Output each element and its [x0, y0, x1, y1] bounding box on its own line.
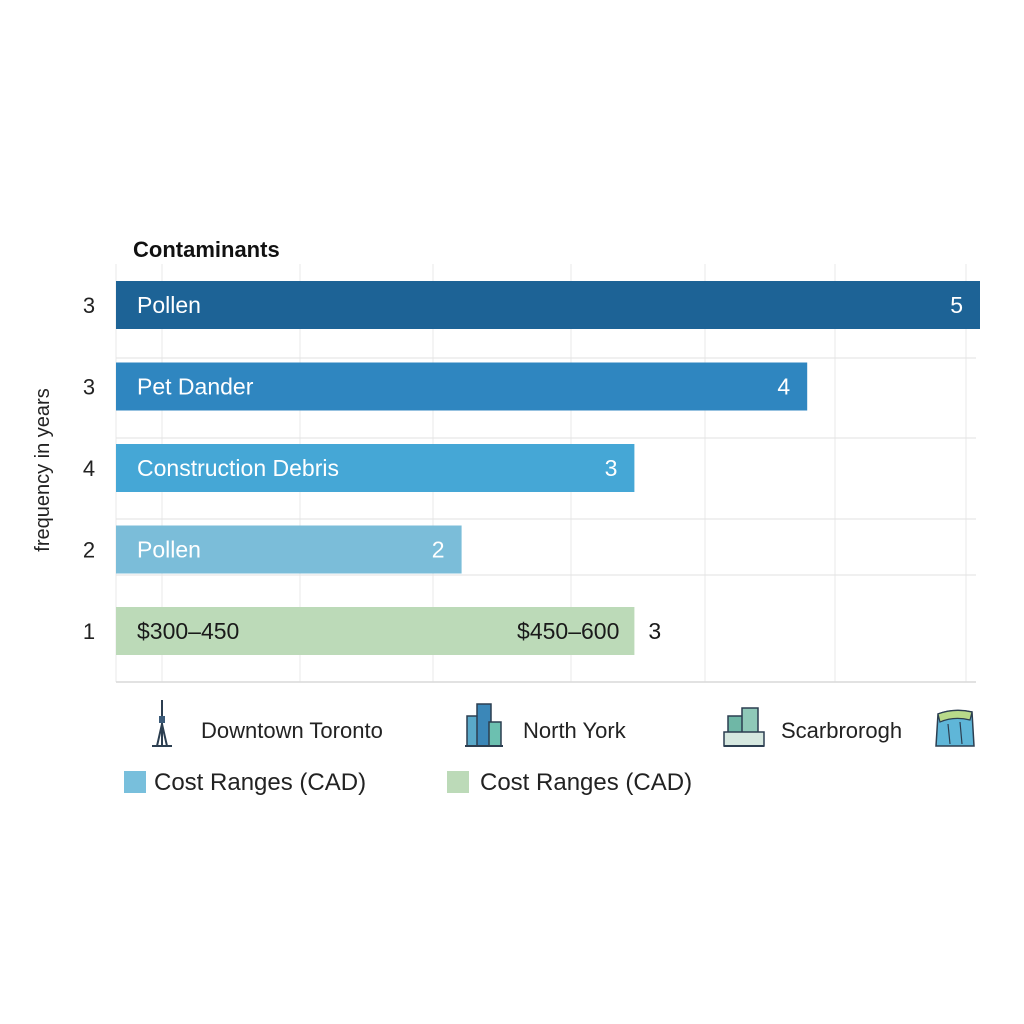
bars: Pollen 5 3 Pet Dander 4 3 Construction Debris 3… — [83, 281, 980, 655]
bar — [116, 607, 635, 655]
chart-title: Contaminants — [133, 237, 280, 262]
legend-label-blue: Cost Ranges (CAD) — [154, 769, 366, 796]
location-scarborough: Scarbrorogh — [781, 718, 902, 743]
bar — [116, 362, 808, 411]
bluffs-icon — [935, 709, 975, 747]
bar-name-label: Pet Dander — [137, 374, 254, 400]
bar-value-label: 5 — [950, 292, 963, 318]
bar-name-label: Pollen — [137, 537, 201, 563]
y-tick-label: 4 — [83, 456, 95, 481]
legend-swatch-blue — [124, 771, 146, 793]
city-buildings-icon — [465, 703, 503, 747]
bar-value-label: 3 — [648, 618, 661, 644]
bar-name-label: $300–450 — [137, 618, 239, 644]
y-tick-label: 2 — [83, 538, 95, 563]
y-tick-label: 3 — [83, 375, 95, 400]
bar — [116, 525, 462, 574]
y-axis-label: frequency in years — [32, 388, 54, 551]
bar-name-label: Construction Debris — [137, 455, 339, 481]
y-tick-label: 1 — [83, 619, 95, 644]
bar-secondary-label: $450–600 — [517, 618, 619, 644]
bar-name-label: Pollen — [137, 292, 201, 318]
office-building-icon — [723, 707, 765, 747]
bar — [116, 281, 980, 329]
y-tick-label: 3 — [83, 293, 95, 318]
bar-value-label: 4 — [777, 374, 790, 400]
cn-tower-icon — [152, 700, 172, 747]
legend-label-green: Cost Ranges (CAD) — [480, 769, 692, 796]
bar-value-label: 2 — [432, 537, 445, 563]
location-downtown-toronto: Downtown Toronto — [201, 718, 383, 743]
location-north-york: North York — [523, 718, 627, 743]
bar-value-label: 3 — [605, 455, 618, 481]
legend-swatch-green — [447, 771, 469, 793]
bar — [116, 444, 635, 492]
